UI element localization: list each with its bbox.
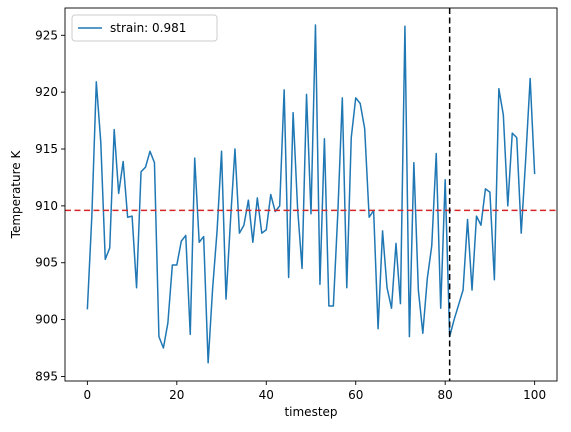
plot-area xyxy=(64,7,558,382)
axes-frame xyxy=(64,7,558,382)
legend-box xyxy=(71,14,218,42)
legend: strain: 0.981 xyxy=(71,14,218,42)
y-tick-label: 910 xyxy=(35,199,58,213)
x-tick-label: 100 xyxy=(523,388,546,402)
x-tick-label: 0 xyxy=(84,388,92,402)
y-tick-label: 905 xyxy=(35,256,58,270)
y-axis-label: Temperature K xyxy=(9,150,23,240)
series-line-0 xyxy=(86,24,536,364)
x-tick-label: 60 xyxy=(348,388,363,402)
y-axis-ticks: 895 900 905 910 915 920 925 xyxy=(35,28,65,383)
x-tick-label: 80 xyxy=(438,388,453,402)
y-tick-label: 925 xyxy=(35,28,58,42)
y-tick-label: 895 xyxy=(35,369,58,383)
y-tick-label: 920 xyxy=(35,85,58,99)
x-axis-ticks: 0 20 40 60 80 100 xyxy=(84,381,546,402)
x-axis-label: timestep xyxy=(284,405,337,419)
x-tick-label: 20 xyxy=(169,388,184,402)
y-tick-label: 915 xyxy=(35,142,58,156)
x-tick-label: 40 xyxy=(259,388,274,402)
legend-label: strain: 0.981 xyxy=(110,21,186,35)
y-tick-label: 900 xyxy=(35,313,58,327)
